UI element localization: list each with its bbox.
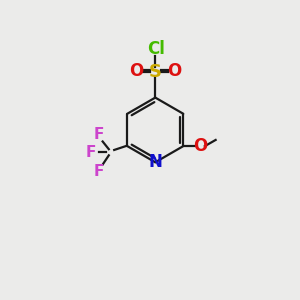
Text: S: S — [149, 63, 162, 81]
Text: F: F — [94, 164, 104, 179]
Text: O: O — [167, 62, 182, 80]
Text: N: N — [148, 153, 162, 171]
Text: O: O — [193, 137, 207, 155]
Text: F: F — [94, 127, 104, 142]
Text: F: F — [86, 145, 96, 160]
Text: Cl: Cl — [147, 40, 165, 58]
Text: O: O — [129, 62, 143, 80]
